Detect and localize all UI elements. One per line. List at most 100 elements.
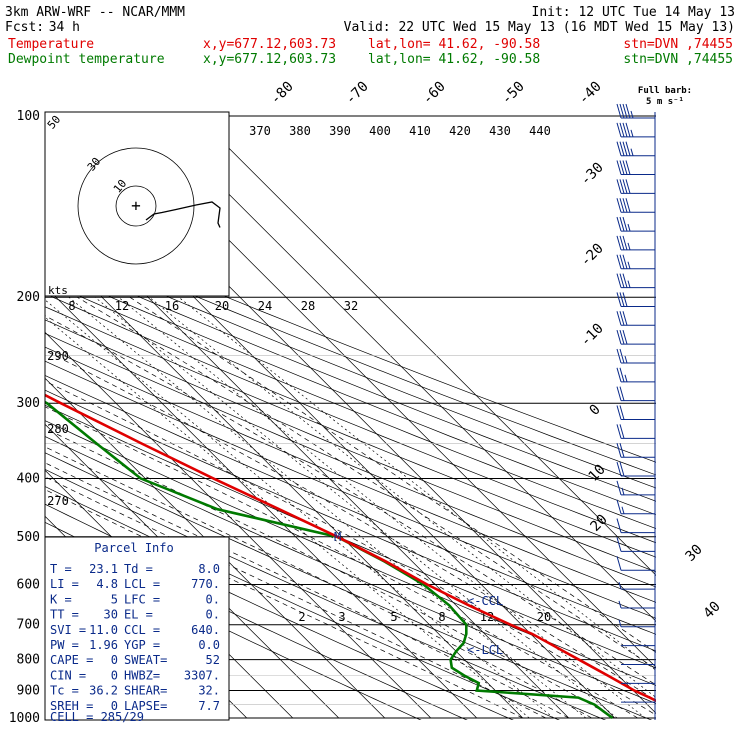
- dry-adiabat-line: [45, 420, 656, 686]
- dry-adiabat-line: [45, 232, 656, 476]
- parcel-field: 7.7: [198, 699, 220, 713]
- theta-left-label: 270: [47, 494, 69, 508]
- hodograph-trace: [145, 201, 221, 228]
- mixing-ratio-label: 8: [68, 299, 75, 313]
- barb-full-flag: [625, 198, 631, 213]
- hodograph: + 50 30 10 kts: [44, 111, 230, 297]
- mixing-ratio-lower-label: 8: [438, 610, 445, 624]
- barb-full-flag: [616, 329, 622, 345]
- mixing-ratio-label: 20: [215, 299, 229, 313]
- dry-adiabat-line: [45, 221, 656, 463]
- barb-title-line2: 5 m s⁻¹: [646, 97, 684, 107]
- parcel-field: SHEAR=: [124, 684, 167, 698]
- parcel-field: 0.: [206, 592, 220, 606]
- barb-full-flag: [619, 273, 625, 288]
- parcel-field: 30: [104, 608, 118, 622]
- dry-adiabat-line: [45, 346, 656, 603]
- barb-full-flag: [616, 254, 622, 269]
- ccl-marker: <-CCL: [467, 594, 503, 608]
- mixing-ratio-label: 24: [258, 299, 272, 313]
- isotherm-line: [196, 115, 656, 576]
- barb-full-flag: [616, 292, 622, 307]
- dry-adiabat-line: [45, 306, 656, 558]
- barb-full-flag: [619, 141, 625, 156]
- pressure-label: 600: [17, 577, 40, 592]
- theta-label: 410: [409, 124, 431, 138]
- parcel-info-title: Parcel Info: [94, 541, 173, 555]
- barb-half-flag: [630, 148, 634, 156]
- theta-label: 380: [289, 124, 311, 138]
- barb-full-flag: [616, 235, 622, 251]
- dry-adiabat-line: [45, 436, 656, 704]
- barb-full-flag: [616, 443, 622, 458]
- barb-full-flag: [622, 179, 628, 194]
- dry-adiabat-line: [45, 244, 656, 489]
- mixing-ratio-lower-label: 2: [298, 610, 305, 624]
- parcel-field: 0.0: [198, 638, 220, 652]
- barb-full-flag: [616, 160, 622, 175]
- barb-full-flag: [616, 348, 622, 364]
- barb-full-flag: [622, 216, 628, 232]
- lcl-marker: <-LCL: [467, 643, 503, 657]
- parcel-field: Tc =: [50, 684, 79, 698]
- pressure-label: 200: [17, 290, 40, 305]
- pressure-label: 700: [17, 618, 40, 633]
- parcel-field: 36.2: [89, 684, 118, 698]
- barb-full-flag: [619, 216, 625, 232]
- pressure-label: 500: [17, 530, 40, 545]
- barb-full-flag: [619, 179, 625, 194]
- parcel-field: 32.: [198, 684, 220, 698]
- isotherm-line: [150, 115, 656, 622]
- parcel-field: 4.8: [96, 577, 118, 591]
- dry-adiabat-line: [45, 268, 656, 516]
- pressure-label: 800: [17, 653, 40, 668]
- barb-full-flag: [619, 292, 625, 307]
- barb-full-flag: [622, 311, 628, 326]
- parcel-field: 3307.: [184, 668, 220, 682]
- isotherm-label: 0: [587, 402, 604, 419]
- parcel-field: 0: [111, 668, 118, 682]
- barb-half-flag: [630, 110, 634, 119]
- dry-adiabat-line: [45, 319, 656, 573]
- barb-half-flag: [627, 242, 631, 251]
- barb-title-line1: Full barb:: [638, 86, 692, 96]
- mixing-ratio-labels: 8 12 16 20 24 28 322 3 5 8 12 20: [68, 299, 551, 624]
- mixing-ratio-line: [94, 296, 618, 719]
- barb-full-flag: [619, 254, 625, 269]
- parcel-field: TT =: [50, 608, 79, 622]
- barb-full-flag: [619, 198, 625, 213]
- barb-full-flag: [616, 311, 622, 326]
- dry-adiabat-line: [45, 375, 656, 635]
- mixing-ratio-lower-label: 3: [338, 610, 345, 624]
- mixing-ratio-lower-label: 5: [390, 610, 397, 624]
- mixing-ratio-label: 12: [115, 299, 129, 313]
- isotherm-line: [45, 377, 386, 719]
- dry-adiabat-line: [45, 452, 653, 720]
- barb-half-flag: [627, 280, 631, 288]
- isotherm-line: [0, 116, 17, 718]
- parcel-field: SVI =: [50, 623, 86, 637]
- mixing-ratio-label: 16: [165, 299, 179, 313]
- barb-full-flag: [625, 103, 631, 119]
- parcel-field: 52: [206, 653, 220, 667]
- parcel-field: EL =: [124, 608, 153, 622]
- temperature-trace: [45, 393, 656, 703]
- parcel-field: Td =: [124, 562, 153, 576]
- barb-full-flag: [619, 348, 625, 364]
- isotherm-label: -60: [420, 79, 449, 108]
- barb-full-flag: [625, 179, 631, 194]
- barb-full-flag: [619, 122, 625, 137]
- parcel-info-panel: Parcel Info T = 23.1 Td = 8.0 LI = 4.8 LCL = 77…: [44, 536, 230, 724]
- barb-full-flag: [622, 273, 628, 288]
- legend-dewpoint: Dewpoint temperature: [8, 52, 165, 67]
- barb-half-flag: [627, 261, 631, 269]
- parcel-field: 1.96: [89, 638, 118, 652]
- hodograph-center-marker: +: [131, 196, 141, 215]
- isotherm-label: 10: [586, 462, 609, 485]
- parcel-field: HWBZ=: [124, 668, 160, 682]
- dew-xy: x,y=677.12,603.73: [203, 52, 336, 67]
- barb-full-flag: [622, 141, 628, 156]
- temp-xy: x,y=677.12,603.73: [203, 37, 336, 52]
- theta-label: 370: [249, 124, 271, 138]
- parcel-info-background: [44, 536, 230, 721]
